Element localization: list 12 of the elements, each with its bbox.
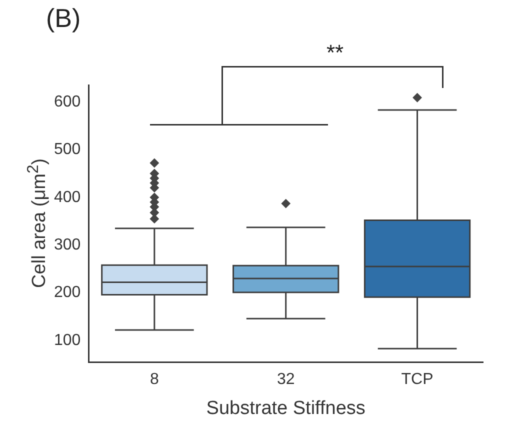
x-tick-label: 8: [150, 371, 159, 388]
y-tick-label: 500: [54, 141, 81, 158]
x-tick-label: 32: [276, 371, 295, 388]
x-tick-label: TCP: [401, 371, 434, 388]
y-tick-label: 200: [54, 284, 81, 302]
y-tick-label: 100: [54, 332, 81, 349]
y-tick-label: 600: [54, 93, 81, 110]
y-tick-label: 400: [54, 188, 81, 206]
chart-title: (B): [46, 2, 81, 33]
y-tick-label: 300: [54, 236, 81, 254]
x-axis-title: Substrate Stiffness: [206, 398, 366, 419]
text: **: [325, 40, 345, 66]
